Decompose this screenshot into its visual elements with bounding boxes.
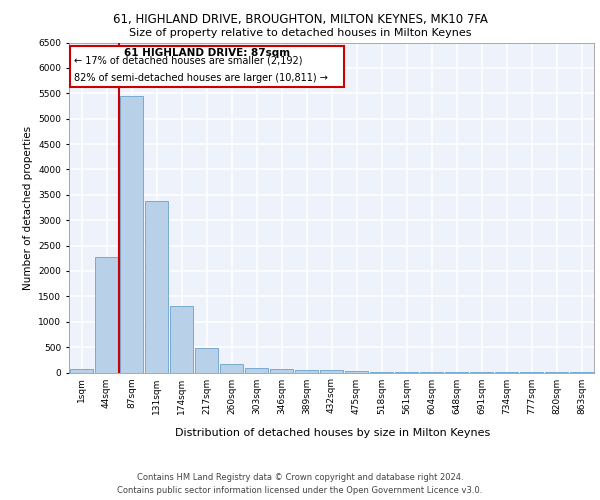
Bar	[95, 258, 118, 372]
Y-axis label: Number of detached properties: Number of detached properties	[23, 126, 33, 290]
Bar	[270, 369, 293, 372]
Bar	[345, 371, 368, 372]
Text: Distribution of detached houses by size in Milton Keynes: Distribution of detached houses by size …	[175, 428, 491, 438]
Bar	[320, 370, 343, 372]
Bar	[195, 348, 218, 372]
Text: Size of property relative to detached houses in Milton Keynes: Size of property relative to detached ho…	[129, 28, 471, 38]
Text: 82% of semi-detached houses are larger (10,811) →: 82% of semi-detached houses are larger (…	[74, 73, 328, 83]
FancyBboxPatch shape	[70, 46, 344, 87]
Text: 61 HIGHLAND DRIVE: 87sqm: 61 HIGHLAND DRIVE: 87sqm	[124, 48, 290, 58]
Bar	[145, 201, 168, 372]
Text: ← 17% of detached houses are smaller (2,192): ← 17% of detached houses are smaller (2,…	[74, 56, 302, 66]
Text: Contains HM Land Registry data © Crown copyright and database right 2024.
Contai: Contains HM Land Registry data © Crown c…	[118, 474, 482, 495]
Bar	[120, 96, 143, 372]
Bar	[295, 370, 318, 372]
Text: 61, HIGHLAND DRIVE, BROUGHTON, MILTON KEYNES, MK10 7FA: 61, HIGHLAND DRIVE, BROUGHTON, MILTON KE…	[113, 12, 487, 26]
Bar	[220, 364, 243, 372]
Bar	[70, 368, 93, 372]
Bar	[245, 368, 268, 372]
Bar	[170, 306, 193, 372]
